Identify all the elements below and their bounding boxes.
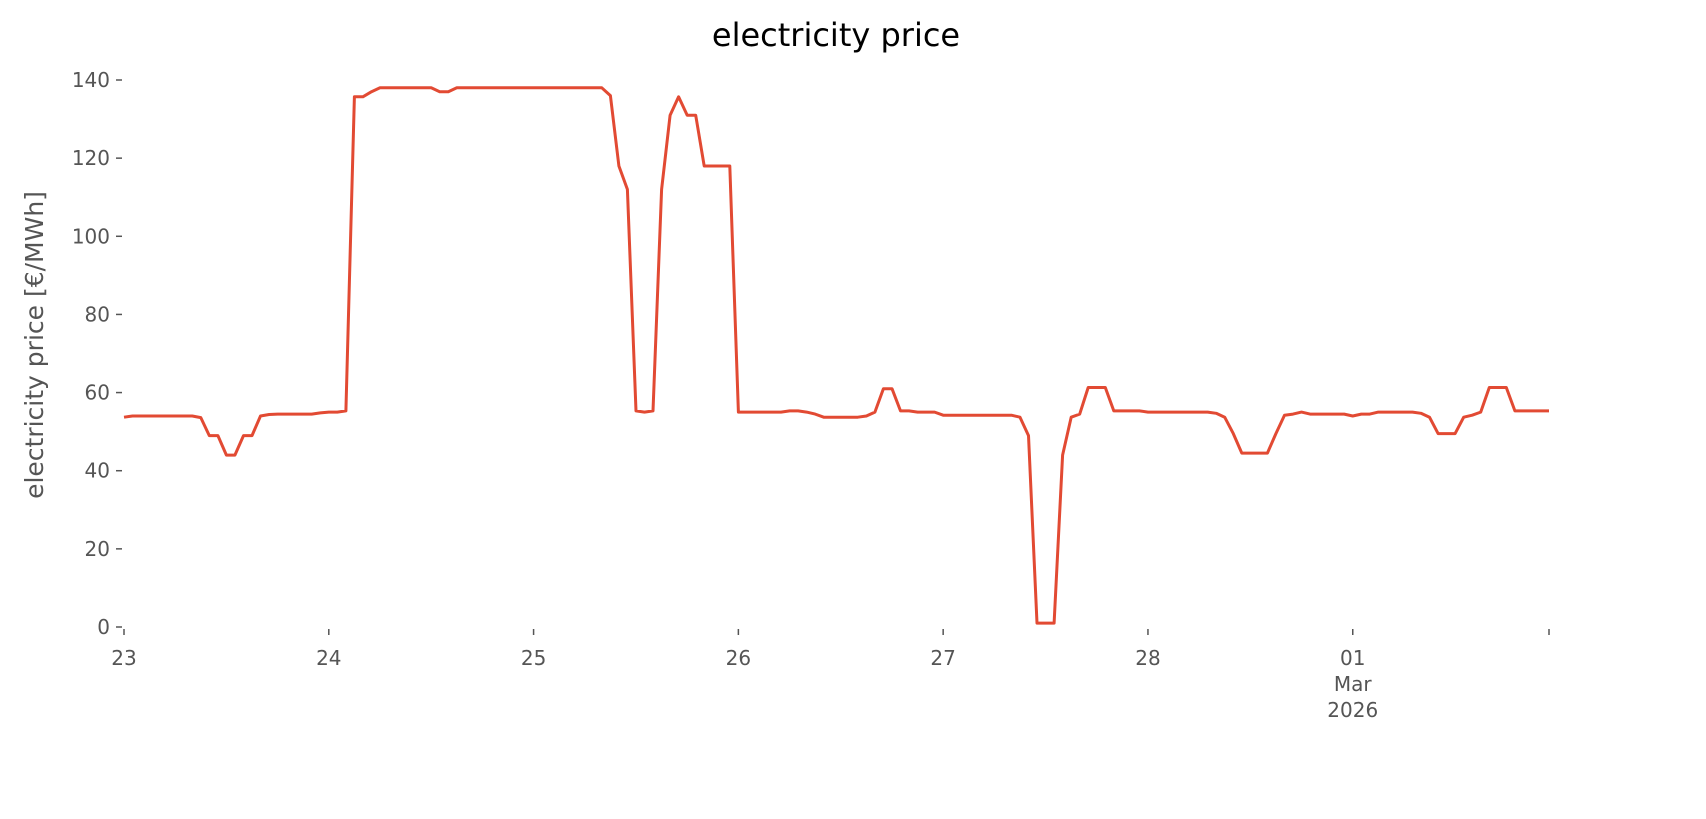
x-tick-label: 23 [111,646,136,670]
y-axis-label: electricity price [€/MWh] [20,191,49,499]
y-tick-label: 40 [85,459,110,483]
y-tick-label: 60 [85,381,110,405]
y-tick-label: 140 [72,68,110,92]
x-tick-label: 25 [521,646,546,670]
y-tick-label: 100 [72,224,110,248]
x-tick-label: 24 [316,646,341,670]
x-tick-label: Mar [1334,672,1373,696]
x-tick-label: 01 [1340,646,1365,670]
y-tick-label: 120 [72,146,110,170]
series-line [123,86,1549,625]
y-tick-label: 0 [97,615,110,639]
x-tick-label: 2026 [1327,698,1378,722]
x-tick-label: 28 [1135,646,1160,670]
y-tick-label: 20 [85,537,110,561]
chart-title: electricity price [712,16,960,54]
x-tick-label: 26 [726,646,751,670]
y-axis: 0 20 40 60 80 100 120 140 [72,68,122,639]
x-tick-label: 27 [930,646,955,670]
y-tick-label: 80 [85,302,110,326]
